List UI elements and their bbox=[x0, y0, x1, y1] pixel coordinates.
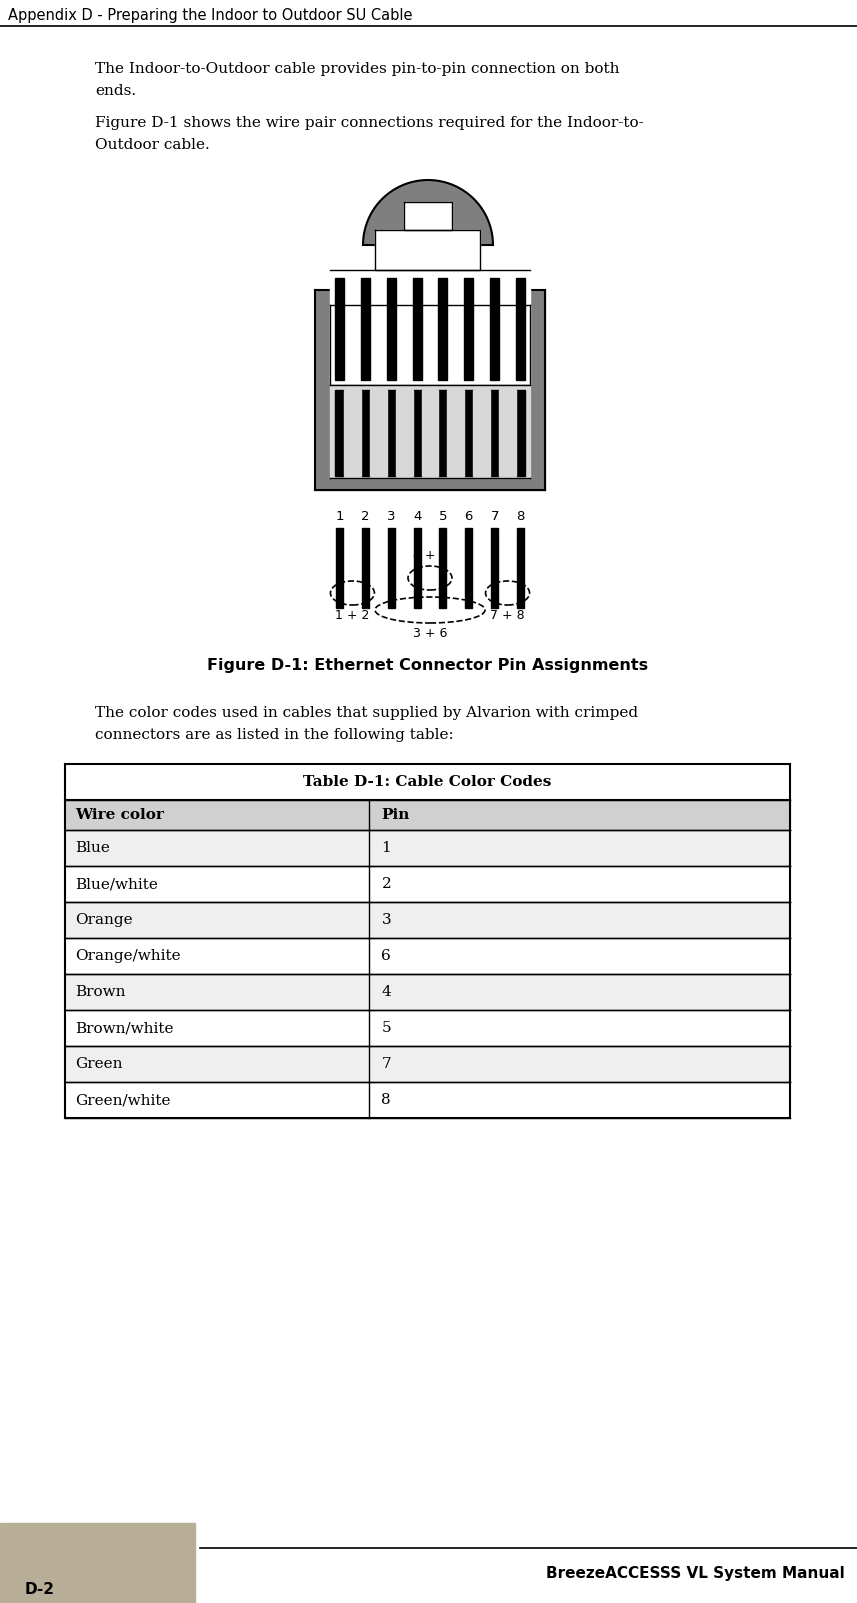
Text: Table D-1: Cable Color Codes: Table D-1: Cable Color Codes bbox=[303, 774, 552, 789]
Bar bbox=[362, 527, 369, 608]
Bar bbox=[65, 902, 790, 938]
Text: Wire color: Wire color bbox=[75, 808, 164, 822]
Text: Outdoor cable.: Outdoor cable. bbox=[95, 138, 210, 152]
Text: BreezeACCESSS VL System Manual: BreezeACCESSS VL System Manual bbox=[546, 1566, 845, 1581]
Bar bbox=[414, 527, 421, 608]
Text: The Indoor-to-Outdoor cable provides pin-to-pin connection on both: The Indoor-to-Outdoor cable provides pin… bbox=[95, 63, 620, 75]
Bar bbox=[464, 277, 473, 380]
Bar bbox=[490, 277, 499, 380]
Bar bbox=[65, 938, 790, 975]
Bar bbox=[361, 277, 370, 380]
Text: Green: Green bbox=[75, 1056, 123, 1071]
Text: The color codes used in cables that supplied by Alvarion with crimped: The color codes used in cables that supp… bbox=[95, 705, 638, 720]
Text: 1: 1 bbox=[381, 842, 392, 854]
Text: 4: 4 bbox=[413, 510, 422, 523]
Text: 2: 2 bbox=[361, 510, 369, 523]
Bar bbox=[65, 866, 790, 902]
Text: 7: 7 bbox=[381, 1056, 391, 1071]
Text: ends.: ends. bbox=[95, 83, 136, 98]
Bar bbox=[439, 390, 447, 476]
Bar bbox=[65, 975, 790, 1010]
Bar bbox=[0, 1523, 195, 1603]
Bar bbox=[404, 202, 452, 229]
Bar bbox=[330, 385, 530, 478]
Text: 4: 4 bbox=[381, 984, 392, 999]
Text: 3 + 6: 3 + 6 bbox=[413, 627, 447, 640]
Bar bbox=[387, 277, 396, 380]
Bar bbox=[490, 390, 499, 476]
Text: Green/white: Green/white bbox=[75, 1093, 171, 1108]
Bar bbox=[330, 269, 530, 385]
Bar bbox=[491, 527, 498, 608]
Bar bbox=[499, 390, 516, 476]
Bar bbox=[65, 800, 790, 830]
Bar bbox=[65, 1082, 790, 1117]
Text: 2: 2 bbox=[381, 877, 392, 891]
Polygon shape bbox=[363, 180, 493, 245]
Bar bbox=[330, 305, 530, 478]
Bar bbox=[516, 390, 525, 476]
Bar bbox=[335, 390, 344, 476]
Bar bbox=[447, 390, 464, 476]
Text: 3: 3 bbox=[381, 914, 391, 927]
Bar bbox=[336, 527, 343, 608]
Bar bbox=[65, 1010, 790, 1047]
Bar bbox=[361, 390, 370, 476]
Text: D-2: D-2 bbox=[25, 1582, 55, 1597]
Text: Figure D-1: Ethernet Connector Pin Assignments: Figure D-1: Ethernet Connector Pin Assig… bbox=[207, 657, 649, 673]
Text: 8: 8 bbox=[381, 1093, 391, 1108]
Bar bbox=[65, 765, 790, 800]
Bar bbox=[464, 390, 473, 476]
Text: connectors are as listed in the following table:: connectors are as listed in the followin… bbox=[95, 728, 453, 742]
Bar bbox=[516, 277, 525, 380]
Text: 7 + 8: 7 + 8 bbox=[490, 609, 524, 622]
Bar bbox=[370, 390, 387, 476]
Bar bbox=[335, 277, 344, 380]
Bar bbox=[412, 390, 422, 476]
Bar bbox=[412, 277, 422, 380]
Bar bbox=[422, 390, 439, 476]
Text: 5: 5 bbox=[439, 510, 447, 523]
Bar bbox=[473, 390, 490, 476]
Bar bbox=[344, 390, 361, 476]
Text: 6: 6 bbox=[464, 510, 473, 523]
Text: Blue/white: Blue/white bbox=[75, 877, 158, 891]
Text: Blue: Blue bbox=[75, 842, 110, 854]
Text: 8: 8 bbox=[516, 510, 524, 523]
Bar bbox=[439, 277, 447, 380]
Bar bbox=[375, 229, 481, 269]
Text: 4 + 5: 4 + 5 bbox=[413, 548, 447, 563]
Bar bbox=[465, 527, 472, 608]
Text: 6: 6 bbox=[381, 949, 392, 963]
Text: Brown/white: Brown/white bbox=[75, 1021, 173, 1036]
Text: 1 + 2: 1 + 2 bbox=[335, 609, 369, 622]
Text: Appendix D - Preparing the Indoor to Outdoor SU Cable: Appendix D - Preparing the Indoor to Out… bbox=[8, 8, 412, 22]
Bar bbox=[440, 527, 446, 608]
Bar bbox=[65, 830, 790, 866]
Text: Orange/white: Orange/white bbox=[75, 949, 181, 963]
Bar bbox=[315, 290, 545, 491]
Text: Brown: Brown bbox=[75, 984, 125, 999]
Bar bbox=[396, 390, 412, 476]
Bar bbox=[387, 527, 395, 608]
Text: 5: 5 bbox=[381, 1021, 391, 1036]
Text: 3: 3 bbox=[387, 510, 395, 523]
Bar bbox=[65, 1047, 790, 1082]
Bar bbox=[517, 527, 524, 608]
Text: Figure D-1 shows the wire pair connections required for the Indoor-to-: Figure D-1 shows the wire pair connectio… bbox=[95, 115, 644, 130]
Text: Pin: Pin bbox=[381, 808, 410, 822]
Text: 1: 1 bbox=[335, 510, 344, 523]
Text: Orange: Orange bbox=[75, 914, 133, 927]
Bar bbox=[387, 390, 396, 476]
Text: 7: 7 bbox=[490, 510, 499, 523]
